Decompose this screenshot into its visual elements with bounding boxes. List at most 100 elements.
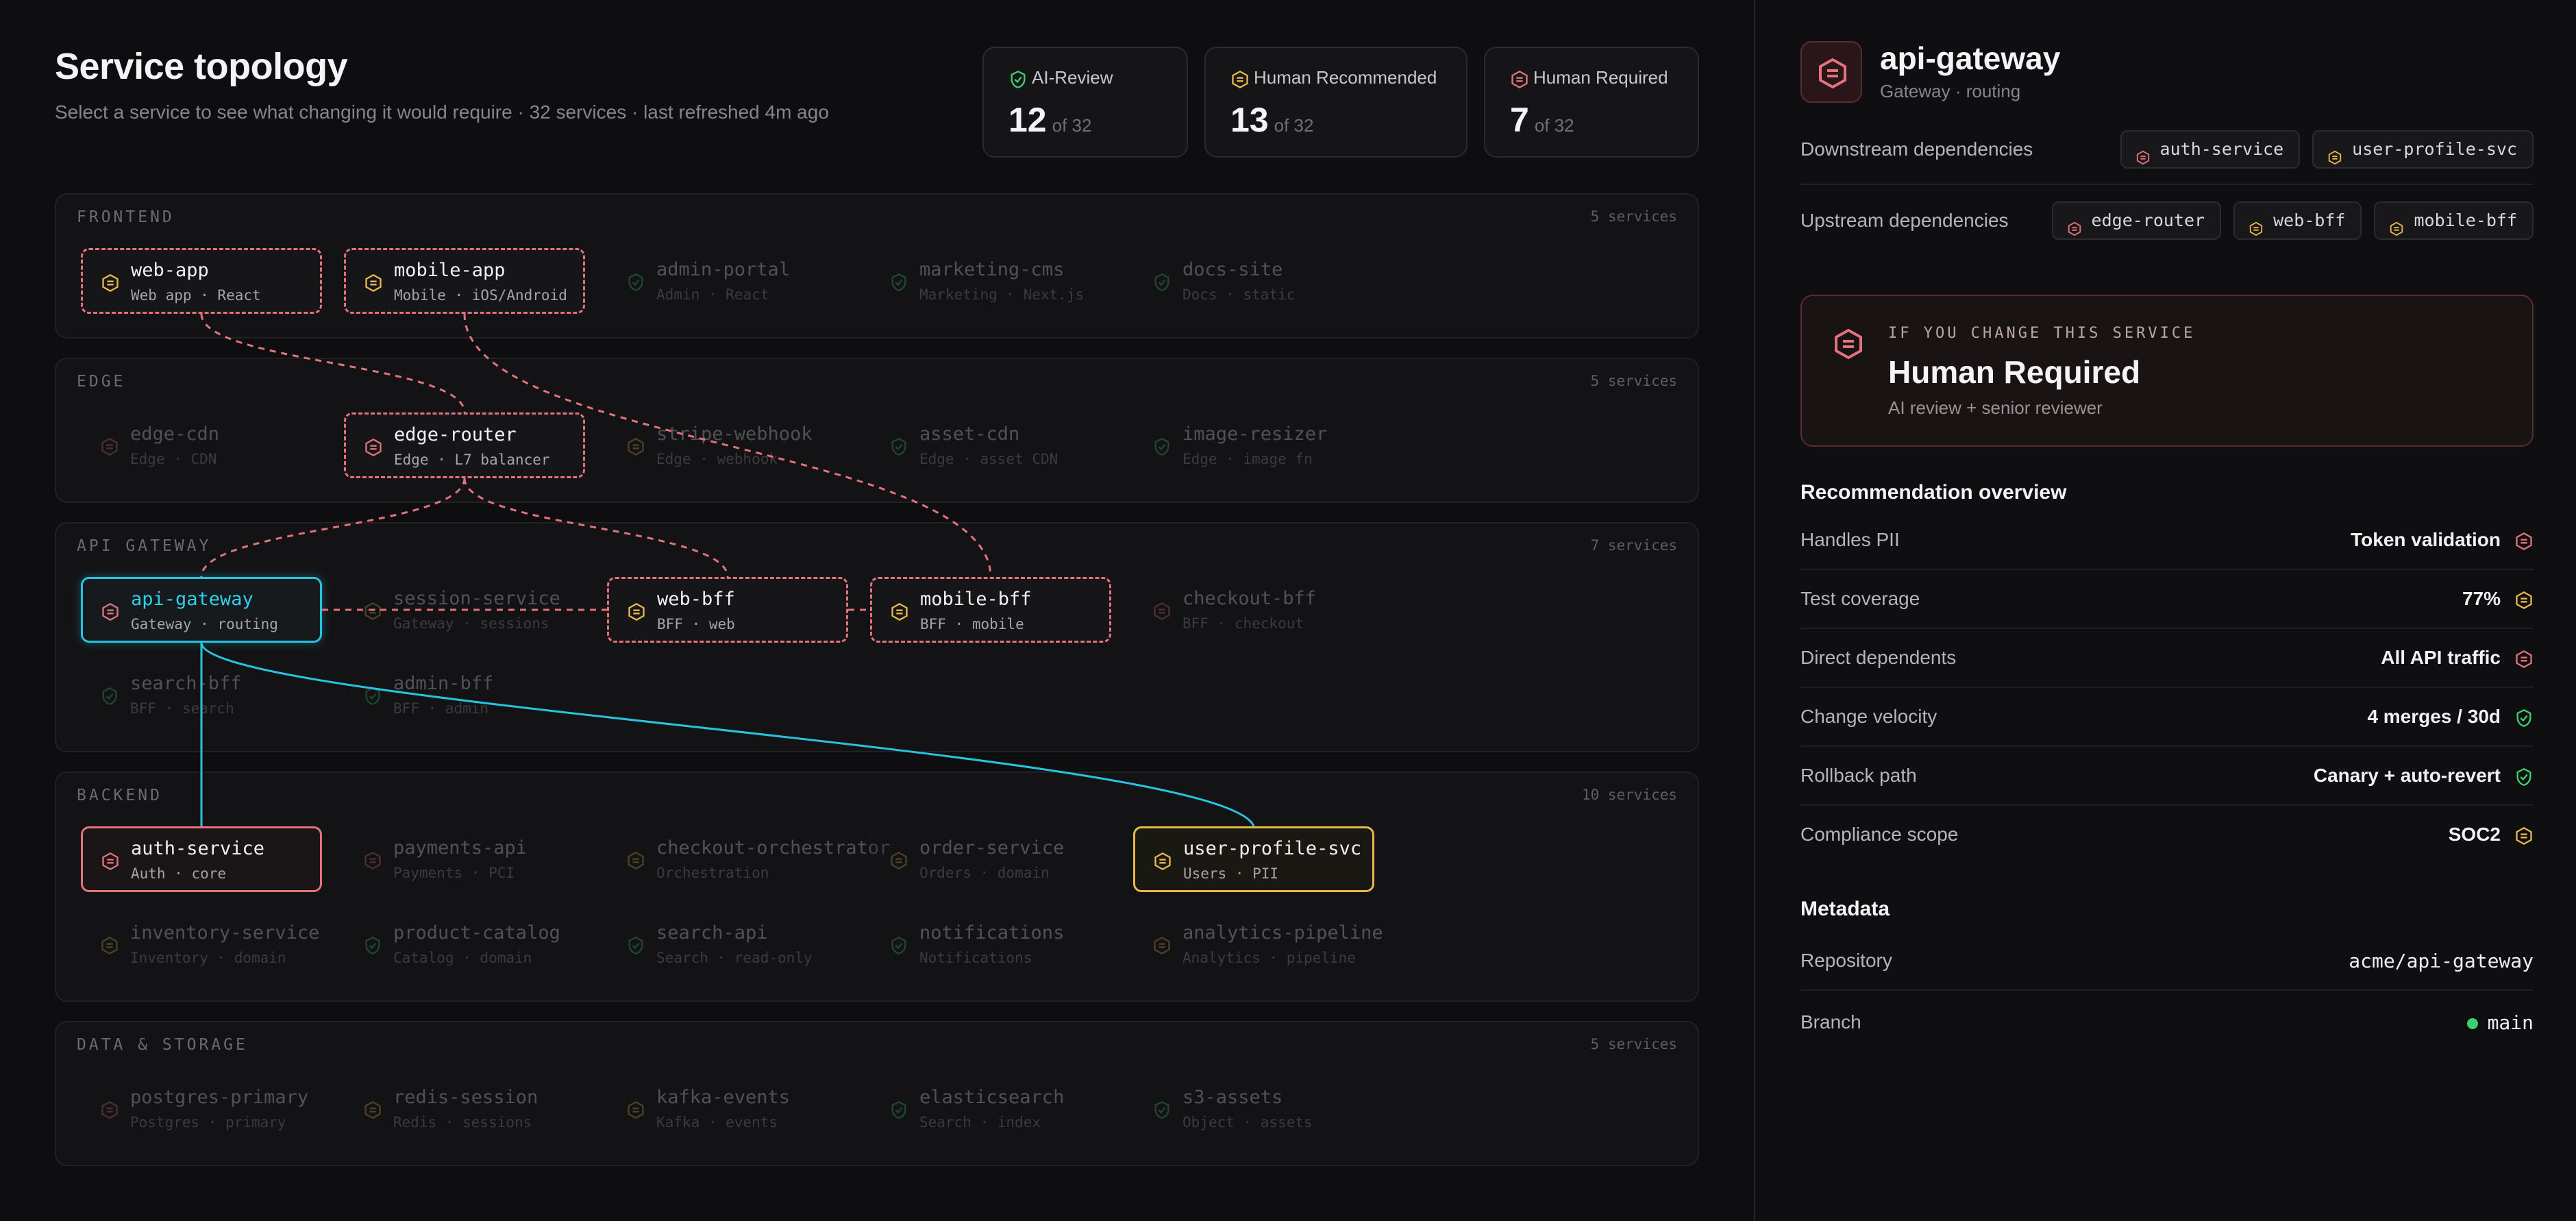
service-node-marketing-cms[interactable]: marketing-cms Marketing · Next.js — [870, 248, 1111, 314]
service-desc: Gateway · sessions — [393, 615, 549, 632]
service-desc: Edge · L7 balancer — [394, 452, 550, 468]
service-node-stripe-webhook[interactable]: stripe-webhook Edge · webhook — [607, 412, 848, 478]
stat-label: Human Required — [1533, 67, 1668, 88]
downstream-row: Downstream dependencies auth-service user… — [1800, 114, 2534, 185]
service-name: admin-bff — [393, 673, 494, 694]
metadata-heading: Metadata — [1800, 898, 1890, 920]
service-desc: Mobile · iOS/Android — [394, 287, 567, 304]
service-subtitle: Gateway · routing — [1880, 81, 2021, 101]
service-node-admin-bff[interactable]: admin-bff BFF · admin — [344, 662, 585, 728]
tier-count: 5 services — [1590, 208, 1677, 225]
service-desc: Catalog · domain — [393, 950, 532, 966]
hexagon-icon — [627, 602, 646, 621]
service-node-mobile-bff[interactable]: mobile-bff BFF · mobile — [870, 577, 1111, 643]
hexagon-icon — [2514, 650, 2534, 669]
upstream-chips: edge-router web-bff mobile-bff — [2051, 201, 2534, 240]
service-node-order-service[interactable]: order-service Orders · domain — [870, 826, 1111, 892]
service-node-web-app[interactable]: web-app Web app · React — [81, 248, 322, 314]
service-node-payments-api[interactable]: payments-api Payments · PCI — [344, 826, 585, 892]
service-node-edge-cdn[interactable]: edge-cdn Edge · CDN — [81, 412, 322, 478]
service-node-checkout-orchestrator[interactable]: checkout-orchestrator Orchestration — [607, 826, 890, 892]
service-node-s3-assets[interactable]: s3-assets Object · assets — [1133, 1076, 1374, 1142]
shield-check-icon — [2514, 767, 2534, 787]
service-node-checkout-bff[interactable]: checkout-bff BFF · checkout — [1133, 577, 1374, 643]
service-name: marketing-cms — [919, 259, 1065, 280]
callout-subtitle: AI review + senior reviewer — [1888, 397, 2103, 418]
stat-label: AI-Review — [1032, 67, 1113, 88]
service-node-edge-router[interactable]: edge-router Edge · L7 balancer — [344, 412, 585, 478]
stat-human-required[interactable]: Human Required 7 of 32 — [1484, 47, 1699, 158]
hexagon-icon — [101, 602, 120, 621]
service-node-image-resizer[interactable]: image-resizer Edge · image fn — [1133, 412, 1374, 478]
dependency-chip-auth-service[interactable]: auth-service — [2120, 130, 2301, 169]
tier-count: 5 services — [1590, 1036, 1677, 1052]
overview-value: 77% — [2462, 588, 2501, 609]
service-node-auth-service[interactable]: auth-service Auth · core — [81, 826, 322, 892]
upstream-label: Upstream dependencies — [1800, 210, 2009, 231]
service-name: search-bff — [130, 673, 242, 694]
hexagon-icon — [363, 602, 382, 621]
dependency-chip-user-profile-svc[interactable]: user-profile-svc — [2312, 130, 2534, 169]
service-node-search-api[interactable]: search-api Search · read-only — [607, 911, 848, 977]
service-node-postgres-primary[interactable]: postgres-primary Postgres · primary — [81, 1076, 322, 1142]
service-node-search-bff[interactable]: search-bff BFF · search — [81, 662, 322, 728]
service-name: web-app — [131, 260, 209, 281]
service-node-kafka-events[interactable]: kafka-events Kafka · events — [607, 1076, 848, 1142]
metadata-key: Branch — [1800, 1011, 1861, 1033]
stat-human-recommended[interactable]: Human Recommended 13 of 32 — [1204, 47, 1467, 158]
dependency-chip-mobile-bff[interactable]: mobile-bff — [2374, 201, 2534, 240]
service-node-session-service[interactable]: session-service Gateway · sessions — [344, 577, 585, 643]
overview-key: Compliance scope — [1800, 824, 1959, 845]
service-name: product-catalog — [393, 922, 560, 944]
service-node-mobile-app[interactable]: mobile-app Mobile · iOS/Android — [344, 248, 585, 314]
hexagon-icon — [101, 852, 120, 871]
upstream-row: Upstream dependencies edge-router web-bff… — [1800, 185, 2534, 256]
change-callout: IF YOU CHANGE THIS SERVICE Human Require… — [1800, 295, 2534, 447]
service-node-inventory-service[interactable]: inventory-service Inventory · domain — [81, 911, 322, 977]
service-node-web-bff[interactable]: web-bff BFF · web — [607, 577, 848, 643]
service-desc: BFF · web — [657, 616, 735, 632]
service-title: api-gateway — [1880, 40, 2061, 76]
service-desc: BFF · admin — [393, 700, 489, 717]
service-desc: Object · assets — [1182, 1114, 1313, 1131]
shield-check-icon — [1152, 273, 1172, 292]
service-desc: Marketing · Next.js — [919, 286, 1085, 303]
hexagon-icon — [2067, 213, 2082, 236]
stat-value: 7 of 32 — [1510, 101, 1574, 139]
hexagon-icon — [1230, 70, 1250, 89]
service-node-docs-site[interactable]: docs-site Docs · static — [1133, 248, 1374, 314]
hexagon-icon — [100, 437, 119, 456]
overview-heading: Recommendation overview — [1800, 481, 2067, 504]
service-desc: Admin · React — [656, 286, 769, 303]
hexagon-icon — [101, 273, 120, 293]
service-name: checkout-bff — [1182, 588, 1317, 609]
detail-panel: api-gateway Gateway · routing Downstream… — [1754, 0, 2576, 1221]
stat-ai-review[interactable]: AI-Review 12 of 32 — [982, 47, 1188, 158]
service-node-elasticsearch[interactable]: elasticsearch Search · index — [870, 1076, 1111, 1142]
service-node-redis-session[interactable]: redis-session Redis · sessions — [344, 1076, 585, 1142]
chip-label: web-bff — [2273, 210, 2346, 230]
service-node-notifications[interactable]: notifications Notifications — [870, 911, 1111, 977]
service-name: s3-assets — [1182, 1087, 1283, 1108]
service-node-analytics-pipeline[interactable]: analytics-pipeline Analytics · pipeline — [1133, 911, 1383, 977]
service-node-product-catalog[interactable]: product-catalog Catalog · domain — [344, 911, 585, 977]
service-node-asset-cdn[interactable]: asset-cdn Edge · asset CDN — [870, 412, 1111, 478]
service-node-api-gateway[interactable]: api-gateway Gateway · routing — [81, 577, 322, 643]
tier-count: 5 services — [1590, 373, 1677, 389]
service-node-admin-portal[interactable]: admin-portal Admin · React — [607, 248, 848, 314]
dependency-chip-web-bff[interactable]: web-bff — [2233, 201, 2362, 240]
dependency-chip-edge-router[interactable]: edge-router — [2051, 201, 2222, 240]
service-desc: Docs · static — [1182, 286, 1296, 303]
service-name: session-service — [393, 588, 560, 609]
service-desc: Edge · webhook — [656, 451, 778, 467]
shield-check-icon — [1152, 437, 1172, 456]
overview-row: Direct dependents All API traffic — [1800, 629, 2534, 688]
service-desc: Search · read-only — [656, 950, 813, 966]
service-desc: Inventory · domain — [130, 950, 286, 966]
service-node-user-profile-svc[interactable]: user-profile-svc Users · PII — [1133, 826, 1374, 892]
metadata-repository: Repository acme/api-gateway — [1800, 932, 2534, 991]
service-name: user-profile-svc — [1183, 838, 1362, 859]
stat-value: 13 of 32 — [1230, 101, 1314, 139]
service-name: docs-site — [1182, 259, 1283, 280]
hexagon-icon — [1510, 70, 1529, 89]
